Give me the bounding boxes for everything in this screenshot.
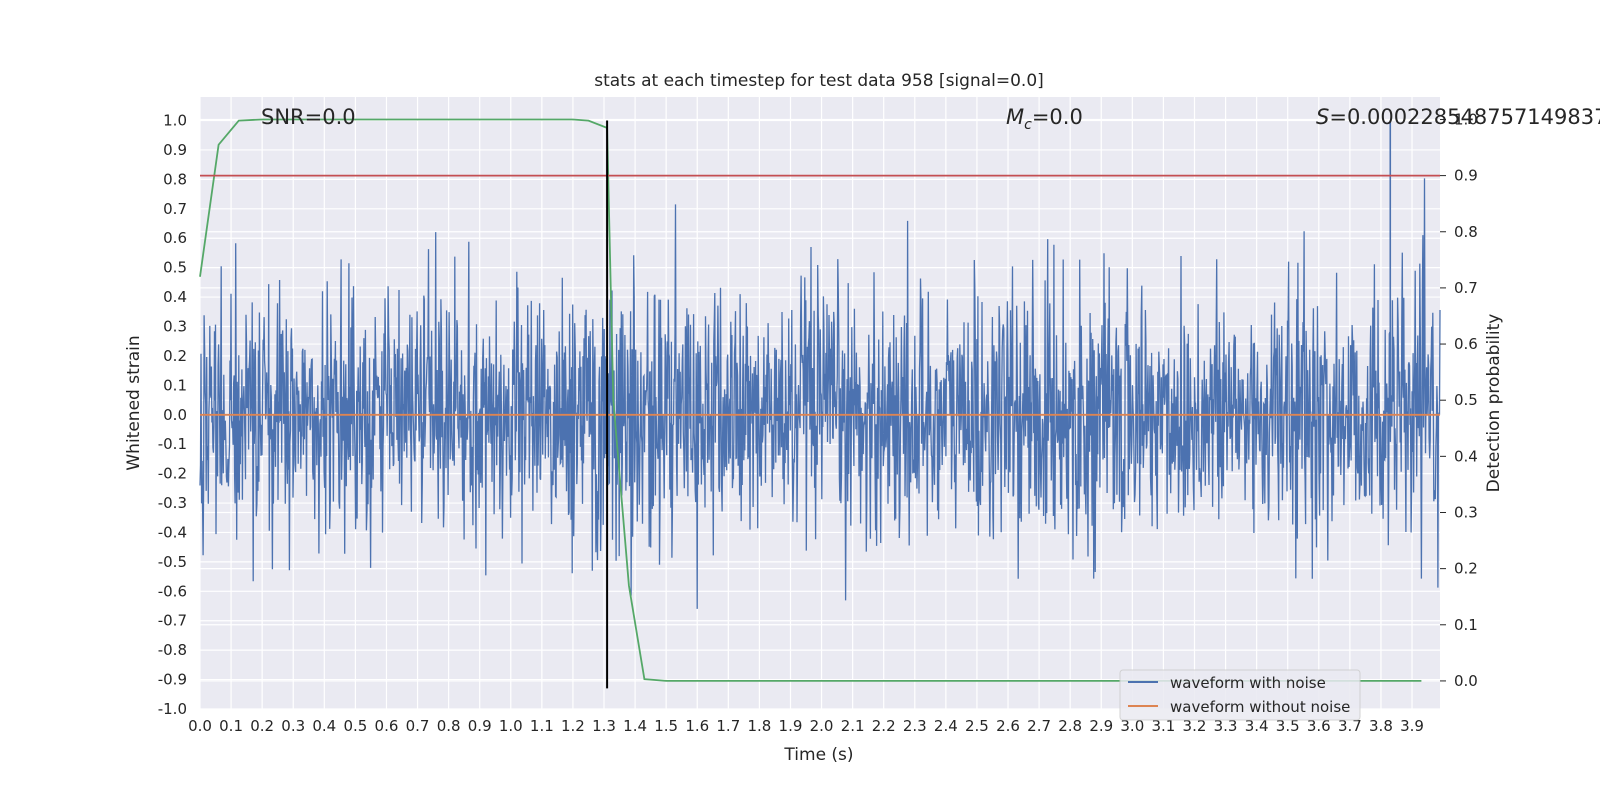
y2-axis-label: Detection probability: [1484, 314, 1504, 493]
y-tick-label: 0.9: [163, 141, 187, 159]
y-tick-label: 0.7: [163, 200, 187, 218]
legend-label-clean: waveform without noise: [1170, 698, 1350, 716]
waveform-with-noise-line: [199, 178, 1441, 609]
mc-subscript: c: [1024, 117, 1032, 133]
y-tick-label: 0.6: [163, 229, 187, 247]
y2-tick-label: 0.8: [1454, 223, 1478, 241]
x-tick-label: 0.0: [188, 717, 212, 735]
x-tick-label: 1.8: [747, 717, 771, 735]
x-tick-label: 1.3: [592, 717, 616, 735]
chart-title: stats at each timestep for test data 958…: [594, 71, 1044, 91]
x-tick-label: 2.0: [810, 717, 834, 735]
s-annotation: S=0.000228548757149837: [1316, 105, 1600, 129]
x-tick-label: 3.1: [1151, 717, 1175, 735]
x-tick-label: 0.7: [406, 717, 430, 735]
y-tick-label: -0.7: [158, 612, 187, 630]
y2-tick-label: 0.9: [1454, 167, 1478, 185]
x-tick-label: 0.8: [437, 717, 461, 735]
x-tick-label: 2.3: [903, 717, 927, 735]
y2-tick-label: 0.7: [1454, 279, 1478, 297]
x-tick-label: 0.4: [312, 717, 336, 735]
y2-tick-labels: 1.0 0.9 0.8 0.7 0.6 0.5 0.4 0.3 0.2 0.1 0.0: [1440, 110, 1478, 690]
y-tick-label: 0.3: [163, 318, 187, 336]
x-tick-label: 2.7: [1027, 717, 1051, 735]
y-tick-label: -1.0: [158, 700, 187, 718]
x-tick-label: 2.4: [934, 717, 958, 735]
x-tick-label: 0.6: [375, 717, 399, 735]
x-tick-label: 0.3: [281, 717, 305, 735]
y-tick-label: -0.1: [158, 435, 187, 453]
snr-annotation: SNR=0.0: [261, 105, 356, 129]
x-tick-label: 3.9: [1400, 717, 1424, 735]
x-tick-label: 1.4: [623, 717, 647, 735]
x-tick-label: 1.9: [779, 717, 803, 735]
s-symbol: S: [1316, 105, 1329, 129]
y-tick-label: -0.9: [158, 671, 187, 689]
x-tick-label: 2.2: [872, 717, 896, 735]
y-tick-label: -0.6: [158, 582, 187, 600]
y2-tick-label: 0.6: [1454, 335, 1478, 353]
x-tick-label: 1.2: [561, 717, 585, 735]
y-tick-labels: 1.0 0.9 0.8 0.7 0.6 0.5 0.4 0.3 0.2 0.1 0.0 -0.1 -0.…: [158, 112, 187, 718]
x-tick-label: 0.1: [219, 717, 243, 735]
y-tick-label: 0.2: [163, 347, 187, 365]
x-tick-label: 1.6: [685, 717, 709, 735]
y2-tick-label: 0.5: [1454, 391, 1478, 409]
x-tick-label: 3.2: [1183, 717, 1207, 735]
x-tick-label: 2.6: [996, 717, 1020, 735]
x-tick-label: 3.6: [1307, 717, 1331, 735]
y-tick-label: -0.4: [158, 523, 187, 541]
y2-tick-label: 1.0: [1454, 110, 1478, 128]
x-tick-label: 1.5: [654, 717, 678, 735]
x-tick-label: 2.5: [965, 717, 989, 735]
y2-tick-label: 0.3: [1454, 503, 1478, 521]
y2-tick-label: 0.1: [1454, 616, 1478, 634]
y-axis-label: Whitened strain: [124, 335, 144, 470]
x-tick-label: 2.8: [1058, 717, 1082, 735]
mc-value: =0.0: [1032, 105, 1083, 129]
y-tick-label: 0.5: [163, 259, 187, 277]
y-tick-label: -0.3: [158, 494, 187, 512]
y2-tick-label: 0.4: [1454, 447, 1478, 465]
x-tick-label: 3.8: [1369, 717, 1393, 735]
x-tick-label: 2.9: [1089, 717, 1113, 735]
s-value: =0.000228548757149837: [1329, 105, 1600, 129]
x-tick-labels: 0.0 0.1 0.2 0.3 0.4 0.5 0.6 0.7 0.8 0.9 1.0 1.1 1.2 1…: [188, 717, 1424, 735]
legend: waveform with noise waveform without noi…: [1119, 669, 1361, 721]
legend-label-noise: waveform with noise: [1170, 674, 1326, 692]
y-tick-label: 0.0: [163, 406, 187, 424]
x-tick-label: 1.7: [716, 717, 740, 735]
y-tick-label: 0.8: [163, 170, 187, 188]
y-tick-label: -0.8: [158, 641, 187, 659]
x-tick-label: 3.7: [1338, 717, 1362, 735]
y-tick-label: -0.5: [158, 553, 187, 571]
series-lines: [199, 118, 1440, 689]
x-tick-label: 1.1: [530, 717, 554, 735]
mc-symbol: M: [1006, 105, 1024, 129]
y2-tick-label: 0.2: [1454, 560, 1478, 578]
y-tick-label: 0.4: [163, 288, 187, 306]
x-tick-label: 3.3: [1214, 717, 1238, 735]
x-tick-label: 3.4: [1245, 717, 1269, 735]
x-tick-label: 1.0: [499, 717, 523, 735]
x-tick-label: 3.0: [1120, 717, 1144, 735]
x-tick-label: 3.5: [1276, 717, 1300, 735]
noise-series: [199, 120, 1441, 609]
x-tick-label: 0.5: [343, 717, 367, 735]
x-axis-label: Time (s): [783, 745, 853, 765]
y-tick-label: 1.0: [163, 112, 187, 130]
y-tick-label: 0.1: [163, 376, 187, 394]
x-tick-label: 2.1: [841, 717, 865, 735]
chirp-mass-annotation: Mc=0.0: [1006, 105, 1083, 133]
y2-tick-label: 0.0: [1454, 672, 1478, 690]
legend-box: [1119, 669, 1361, 721]
x-tick-label: 0.2: [250, 717, 274, 735]
x-tick-label: 0.9: [468, 717, 492, 735]
detection-probability-line: [199, 118, 1422, 682]
y-tick-label: -0.2: [158, 465, 187, 483]
